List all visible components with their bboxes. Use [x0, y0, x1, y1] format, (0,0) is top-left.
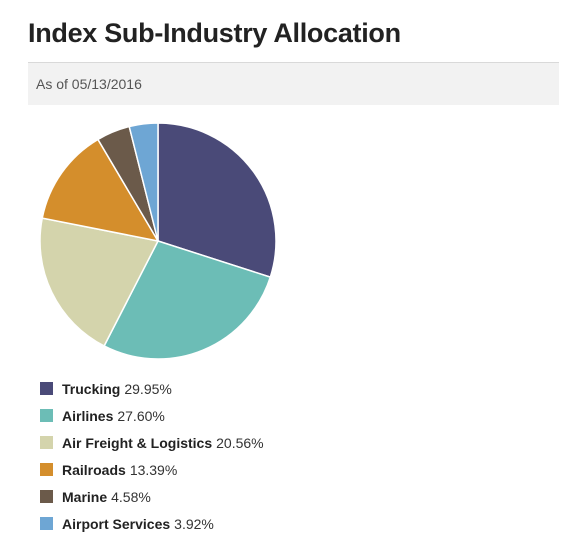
legend-value: 27.60% [117, 407, 165, 424]
legend-swatch [40, 409, 53, 422]
legend-item: Air Freight & Logistics 20.56% [40, 429, 264, 456]
legend-swatch [40, 490, 53, 503]
legend-value: 4.58% [111, 488, 151, 505]
legend-swatch [40, 436, 53, 449]
legend-value: 3.92% [174, 515, 214, 532]
pie-slice-railroads [41, 138, 160, 243]
as-of-date: As of 05/13/2016 [36, 76, 142, 92]
legend-swatch [40, 382, 53, 395]
date-bar: As of 05/13/2016 [28, 62, 559, 105]
legend-swatch [40, 463, 53, 476]
legend-swatch [40, 517, 53, 530]
legend-item: Airport Services 3.92% [40, 510, 264, 537]
legend-value: 20.56% [216, 434, 264, 451]
chart-legend: Trucking 29.95% Airlines 27.60% Air Freight … [40, 375, 264, 537]
legend-item: Marine 4.58% [40, 483, 264, 510]
pie-chart [39, 122, 277, 360]
pie-slice-airport-services [128, 122, 159, 242]
legend-value: 29.95% [124, 380, 172, 397]
legend-label: Marine [62, 488, 108, 505]
legend-label: Trucking [62, 380, 121, 397]
legend-label: Airlines [62, 407, 114, 424]
legend-item: Airlines 27.60% [40, 402, 264, 429]
pie-slice-airlines [103, 240, 272, 360]
legend-label: Airport Services [62, 515, 171, 532]
legend-item: Trucking 29.95% [40, 375, 264, 402]
legend-value: 13.39% [129, 461, 178, 478]
pie-slice-air-freight-logistics [39, 217, 160, 347]
legend-label: Air Freight & Logistics [62, 434, 213, 451]
page-title: Index Sub-Industry Allocation [28, 18, 401, 48]
pie-slice-trucking [157, 122, 277, 279]
legend-label: Railroads [62, 461, 126, 478]
legend-item: Railroads 13.39% [40, 456, 264, 483]
